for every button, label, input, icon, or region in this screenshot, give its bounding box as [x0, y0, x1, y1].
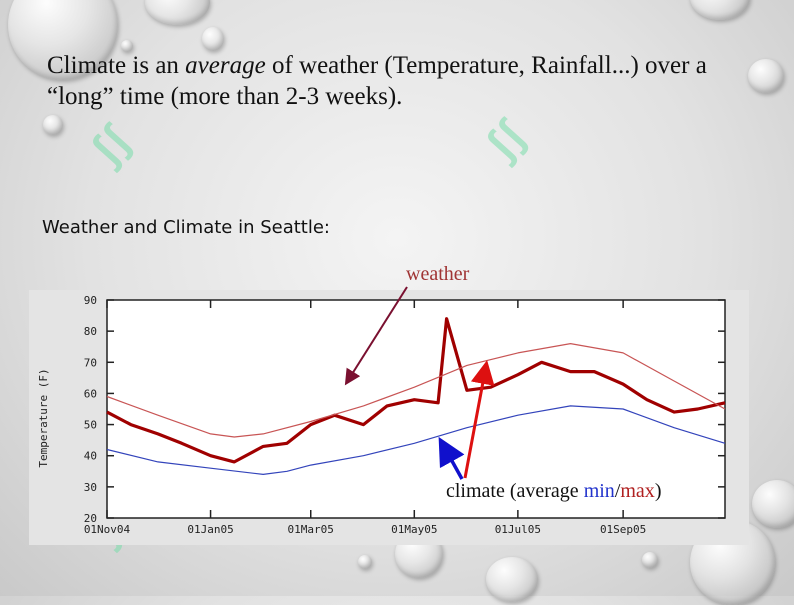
climate-lead: climate (average — [446, 480, 584, 502]
y-tick-label: 90 — [84, 294, 97, 307]
water-drop — [486, 557, 538, 602]
x-tick-label: 01Mar05 — [288, 523, 334, 536]
water-drop — [202, 27, 224, 51]
plot-area — [106, 299, 726, 519]
y-axis-label: Temperature (F) — [37, 368, 50, 467]
climate-sep: / — [614, 480, 621, 502]
x-tick-label: 01Jul05 — [495, 523, 541, 536]
water-drop — [43, 115, 63, 135]
y-tick-label: 60 — [84, 387, 97, 400]
chart-series — [106, 317, 726, 475]
water-drop — [145, 0, 210, 25]
y-tick-label: 50 — [84, 419, 97, 432]
x-tick-label: 01Nov04 — [84, 523, 131, 536]
water-drop — [358, 555, 372, 569]
title-lead: Climate is an — [47, 52, 186, 79]
climate-annotation: climate (average min/max) — [446, 480, 661, 503]
weather-annotation: weather — [406, 263, 470, 285]
temperature-chart: 20 30 40 50 60 70 80 90 01Nov04 01Jan05 01Mar05 01M… — [37, 294, 726, 536]
climate-min-label: min — [583, 480, 615, 502]
water-drop — [642, 552, 658, 568]
x-tick-label: 01Sep05 — [600, 523, 646, 536]
x-tick-label: 01Jan05 — [187, 523, 233, 536]
chart-grid — [106, 299, 726, 519]
series-max-line — [106, 343, 726, 438]
water-drop — [690, 0, 750, 20]
slide-subtitle: Weather and Climate in Seattle: — [42, 217, 330, 238]
y-tick-label: 30 — [84, 481, 97, 494]
climate-close: ) — [654, 480, 662, 502]
water-drop — [121, 40, 133, 52]
y-tick-label: 20 — [84, 512, 97, 525]
watermark-logo: ʃʃ — [476, 110, 536, 169]
y-tick-label: 80 — [84, 325, 97, 338]
chart-axes: 20 30 40 50 60 70 80 90 01Nov04 01Jan05 01Mar05 01M… — [84, 294, 725, 536]
slide-title: Climate is an average of weather (Temper… — [47, 50, 767, 112]
x-tick-label: 01May05 — [391, 523, 437, 536]
y-tick-label: 70 — [84, 356, 97, 369]
y-tick-label: 40 — [84, 450, 97, 463]
water-drop — [748, 59, 784, 93]
watermark-logo: ʃʃ — [81, 115, 141, 174]
water-drop — [752, 480, 794, 528]
climate-max-label: max — [620, 480, 655, 502]
title-emphasis: average — [185, 52, 266, 79]
chart-panel: 20 30 40 50 60 70 80 90 01Nov04 01Jan05 01Mar05 01M… — [29, 290, 749, 545]
series-min-line — [106, 405, 726, 475]
series-weather-line — [106, 317, 726, 464]
title-rest: of weather (Temperature, Rainfall...) ov… — [47, 52, 707, 110]
